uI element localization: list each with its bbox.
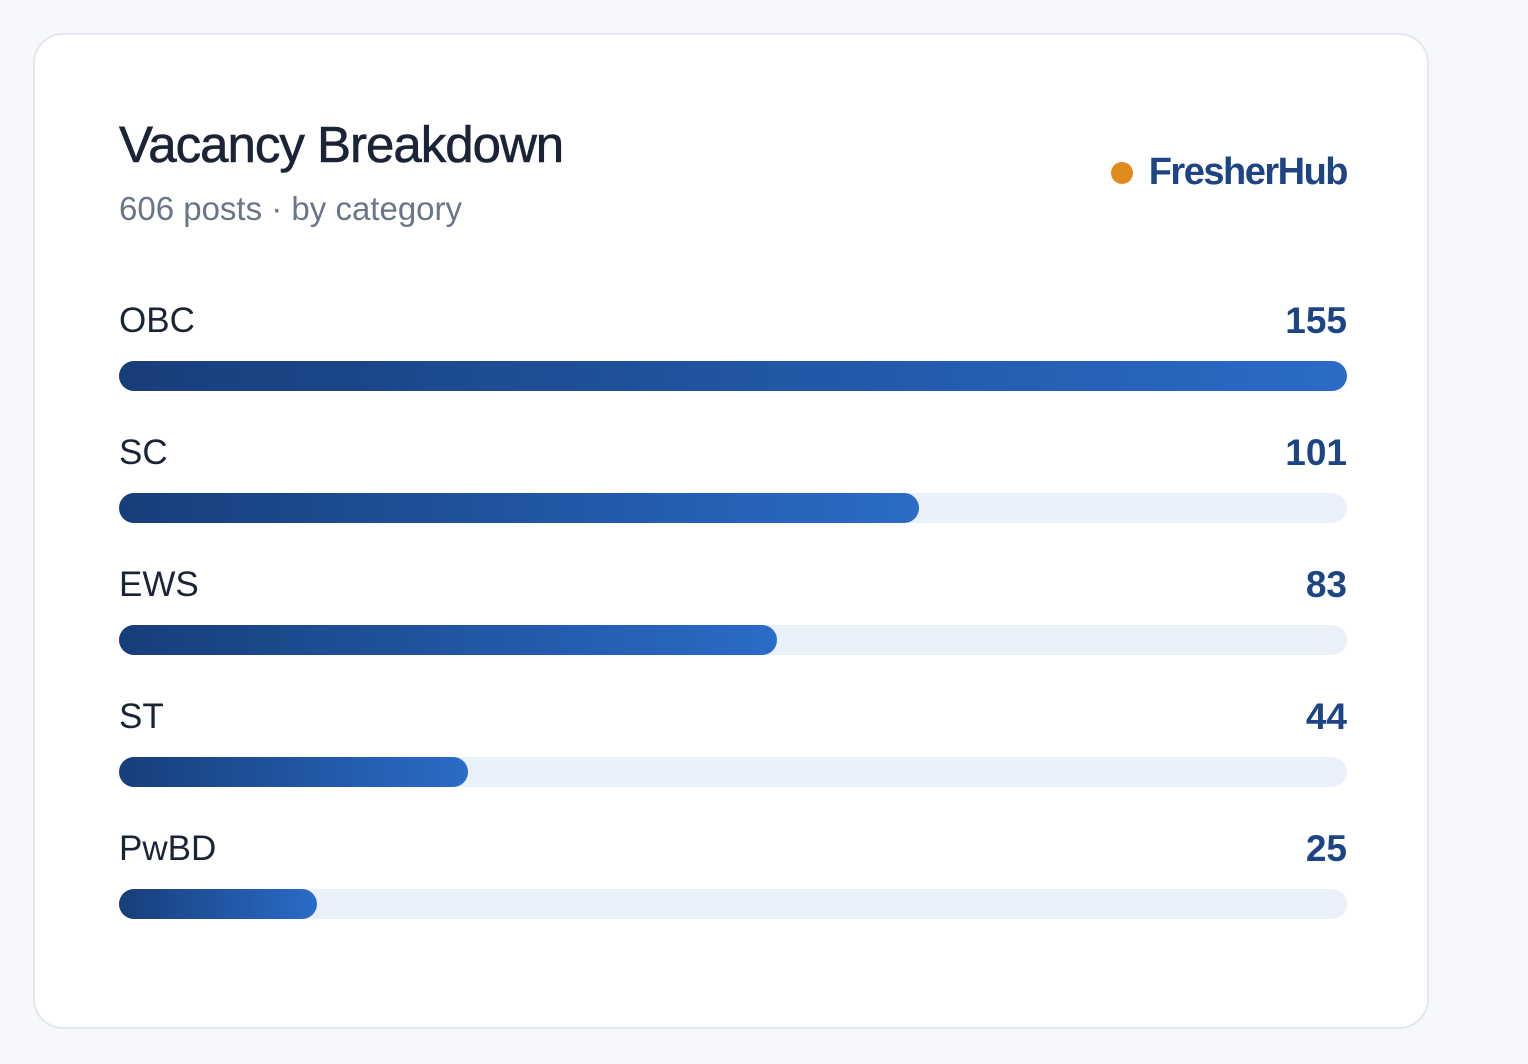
bar-chart: OBC 155 SC 101 EWS 83 ST 44 PwBD 25 — [119, 297, 1347, 957]
bar-value-ews: 83 — [1305, 564, 1347, 605]
brand-name: FresherHub — [1148, 151, 1349, 193]
card-header: Vacancy Breakdown 606 posts · by categor… — [119, 115, 1349, 229]
card-subtitle: 606 posts · by category — [119, 190, 463, 227]
brand-dot-icon — [1110, 161, 1133, 184]
bar-label-ews: EWS — [119, 565, 199, 604]
bar-track-obc — [119, 361, 1347, 391]
vacancy-breakdown-card: Vacancy Breakdown 606 posts · by categor… — [33, 33, 1429, 1029]
bar-value-obc: 155 — [1285, 300, 1347, 341]
bar-label-st: ST — [119, 697, 164, 736]
bar-value-st: 44 — [1305, 696, 1347, 737]
bar-value-pwbd: 25 — [1305, 828, 1347, 869]
bar-row-obc: OBC 155 — [119, 297, 1347, 429]
bar-fill-obc — [119, 361, 1347, 391]
bar-label-sc: SC — [119, 433, 168, 472]
bar-fill-ews — [119, 625, 777, 655]
bar-fill-pwbd — [119, 889, 317, 919]
bar-row-st: ST 44 — [119, 693, 1347, 825]
bar-label-obc: OBC — [119, 301, 195, 340]
bar-label-pwbd: PwBD — [119, 829, 217, 868]
bar-fill-sc — [119, 493, 919, 523]
bar-row-pwbd: PwBD 25 — [119, 825, 1347, 957]
bar-track-sc — [119, 493, 1347, 523]
card-title: Vacancy Breakdown — [119, 116, 565, 174]
bar-row-ews: EWS 83 — [119, 561, 1347, 693]
bar-track-st — [119, 757, 1347, 787]
brand: FresherHub — [1110, 151, 1349, 194]
bar-track-ews — [119, 625, 1347, 655]
bar-value-sc: 101 — [1285, 432, 1347, 473]
bar-track-pwbd — [119, 889, 1347, 919]
bar-fill-st — [119, 757, 468, 787]
bar-row-sc: SC 101 — [119, 429, 1347, 561]
